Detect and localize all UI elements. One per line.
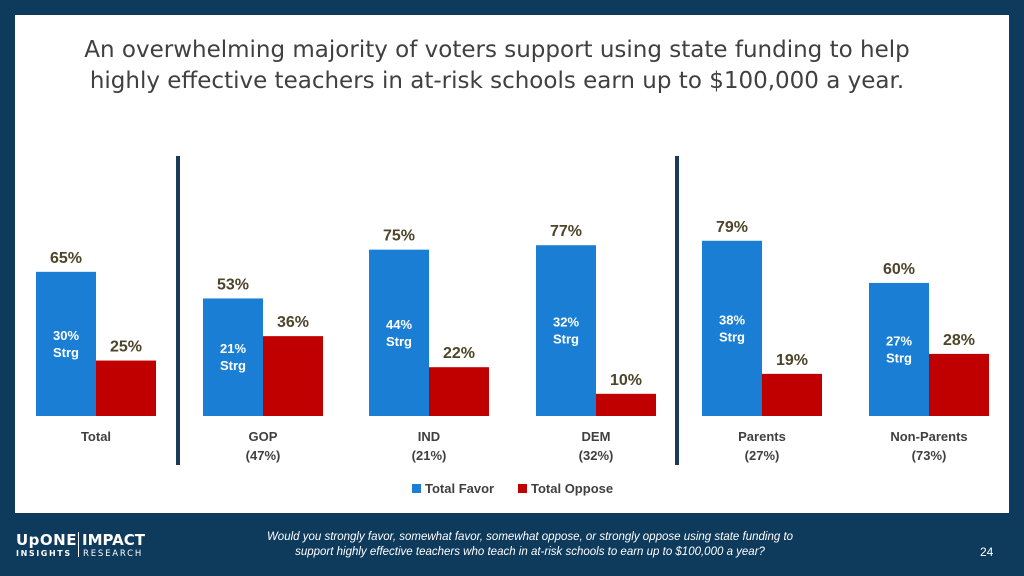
legend-label-favor: Total Favor	[425, 481, 494, 496]
legend-label-oppose: Total Oppose	[531, 481, 613, 496]
favor-bar	[203, 298, 263, 416]
question-line-1: Would you strongly favor, somewhat favor…	[266, 531, 794, 543]
category-label: GOP	[249, 429, 278, 444]
upone-logo-sub: INSIGHTS	[16, 549, 72, 558]
impact-logo-sub: RESEARCH	[83, 549, 144, 559]
strong-favor-label: 30%	[53, 328, 79, 343]
oppose-bar	[429, 367, 489, 416]
oppose-value-label: 10%	[610, 372, 642, 389]
legend-swatch-favor	[412, 484, 421, 493]
favor-value-label: 60%	[883, 261, 915, 278]
category-sublabel: (32%)	[579, 448, 614, 463]
oppose-value-label: 25%	[110, 339, 142, 356]
oppose-value-label: 36%	[277, 314, 309, 331]
survey-question: Would you strongly favor, somewhat favor…	[230, 530, 830, 560]
category-label: Parents	[738, 429, 786, 444]
favor-value-label: 53%	[217, 276, 249, 293]
category-label: IND	[418, 429, 440, 444]
oppose-value-label: 19%	[776, 352, 808, 369]
page-number: 24	[980, 545, 994, 559]
strong-suffix-label: Strg	[553, 332, 579, 347]
impact-logo: IMPACT	[82, 531, 145, 549]
oppose-bar	[96, 360, 156, 416]
category-sublabel: (47%)	[246, 448, 281, 463]
favor-bar	[36, 271, 96, 416]
category-sublabel: (21%)	[412, 448, 447, 463]
oppose-bar	[762, 373, 822, 416]
strong-favor-label: 38%	[719, 312, 745, 327]
chart-panel	[15, 15, 1009, 513]
group-divider	[675, 156, 679, 465]
strong-favor-label: 32%	[553, 315, 579, 330]
favor-value-label: 79%	[716, 219, 748, 236]
upone-logo: UpONE	[16, 531, 77, 549]
oppose-value-label: 22%	[443, 345, 475, 362]
oppose-bar	[263, 336, 323, 416]
favor-value-label: 65%	[50, 250, 82, 267]
favor-bar	[369, 249, 429, 416]
category-label: DEM	[582, 429, 611, 444]
favor-bar	[536, 245, 596, 416]
title-line-2: highly effective teachers in at-risk sch…	[89, 68, 905, 94]
oppose-bar	[929, 353, 989, 416]
strong-suffix-label: Strg	[719, 329, 745, 344]
oppose-value-label: 28%	[943, 332, 975, 349]
question-line-2: support highly effective teachers who te…	[295, 546, 765, 558]
favor-value-label: 77%	[550, 223, 582, 240]
favor-bar	[869, 282, 929, 416]
oppose-bar	[596, 393, 656, 416]
strong-suffix-label: Strg	[220, 358, 246, 373]
strong-favor-label: 27%	[886, 333, 912, 348]
title-line-1: An overwhelming majority of voters suppo…	[84, 37, 910, 63]
category-label: Non-Parents	[890, 429, 967, 444]
strong-suffix-label: Strg	[886, 350, 912, 365]
strong-favor-label: 21%	[220, 341, 246, 356]
favor-value-label: 75%	[383, 228, 415, 245]
strong-suffix-label: Strg	[53, 345, 79, 360]
strong-favor-label: 44%	[386, 317, 412, 332]
category-label: Total	[81, 429, 111, 444]
logo-divider	[78, 532, 79, 557]
favor-bar	[702, 240, 762, 416]
chart-title: An overwhelming majority of voters suppo…	[60, 35, 934, 97]
strong-suffix-label: Strg	[386, 334, 412, 349]
category-sublabel: (27%)	[745, 448, 780, 463]
group-divider	[176, 156, 180, 465]
legend-swatch-oppose	[518, 484, 527, 493]
category-sublabel: (73%)	[912, 448, 947, 463]
